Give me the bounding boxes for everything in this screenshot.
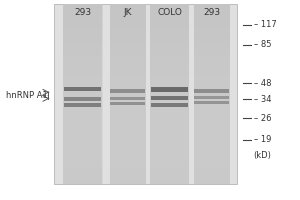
Bar — [110, 4, 146, 184]
Text: – 48: – 48 — [254, 79, 271, 88]
Bar — [151, 103, 188, 107]
Bar — [150, 4, 189, 184]
Bar — [110, 102, 145, 105]
Text: JK: JK — [123, 8, 132, 17]
Text: – 34: – 34 — [254, 95, 271, 104]
Text: 293: 293 — [74, 8, 91, 17]
Bar — [110, 89, 145, 93]
Bar — [64, 87, 101, 91]
Bar — [151, 96, 188, 100]
Text: – 85: – 85 — [254, 40, 271, 49]
Text: hnRNP A1: hnRNP A1 — [6, 91, 48, 100]
Bar — [194, 89, 229, 93]
Bar — [194, 4, 230, 184]
Text: – 26: – 26 — [254, 114, 271, 123]
Bar — [54, 4, 237, 184]
Bar — [63, 4, 102, 184]
Text: COLO: COLO — [157, 8, 182, 17]
Bar — [64, 103, 101, 107]
Bar — [194, 101, 229, 104]
Bar — [151, 86, 188, 92]
Text: – 117: – 117 — [254, 20, 276, 29]
Bar — [64, 97, 101, 101]
Bar — [194, 96, 229, 99]
Bar — [110, 97, 145, 99]
Text: (kD): (kD) — [254, 151, 272, 160]
Text: 293: 293 — [203, 8, 220, 17]
Text: – 19: – 19 — [254, 135, 271, 144]
